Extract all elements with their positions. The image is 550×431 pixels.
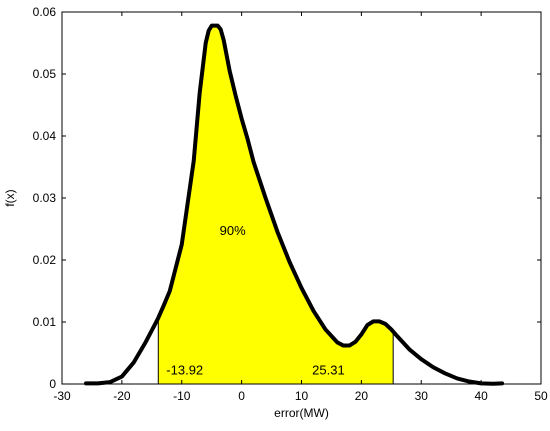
x-tick-label: 30 — [415, 389, 429, 403]
x-tick-label: -20 — [113, 389, 131, 403]
y-tick-label: 0.03 — [33, 191, 57, 205]
density-curve — [83, 23, 505, 386]
y-tick-labels: 0 0.01 0.02 0.03 0.04 0.05 0.06 — [33, 5, 57, 391]
x-tick-label: 40 — [474, 389, 488, 403]
shaded-area-layer — [157, 25, 394, 384]
x-tick-label: 0 — [238, 389, 245, 403]
y-tick-label: 0.05 — [33, 67, 57, 81]
x-tick-label: -30 — [53, 389, 71, 403]
tick-marks — [61, 11, 542, 385]
x-tick-labels: -30 -20 -10 0 10 20 30 40 50 — [53, 389, 548, 403]
x-tick-label: 50 — [534, 389, 548, 403]
y-tick-label: 0.06 — [33, 5, 57, 19]
lower-bound-annotation: -13.92 — [166, 363, 203, 378]
x-axis-label: error(MW) — [274, 406, 329, 420]
x-tick-label: -10 — [173, 389, 191, 403]
curve-layer — [83, 23, 505, 386]
y-tick-label: 0.02 — [33, 253, 57, 267]
y-tick-label: 0.04 — [33, 129, 57, 143]
x-tick-label: 20 — [355, 389, 369, 403]
coverage-annotation: 90% — [220, 223, 246, 238]
x-tick-label: 10 — [295, 389, 309, 403]
y-axis-label: f(x) — [3, 189, 17, 206]
y-tick-label: 0.01 — [33, 315, 57, 329]
shaded-region — [158, 25, 394, 384]
upper-bound-annotation: 25.31 — [312, 363, 345, 378]
y-tick-label: 0 — [49, 377, 56, 391]
